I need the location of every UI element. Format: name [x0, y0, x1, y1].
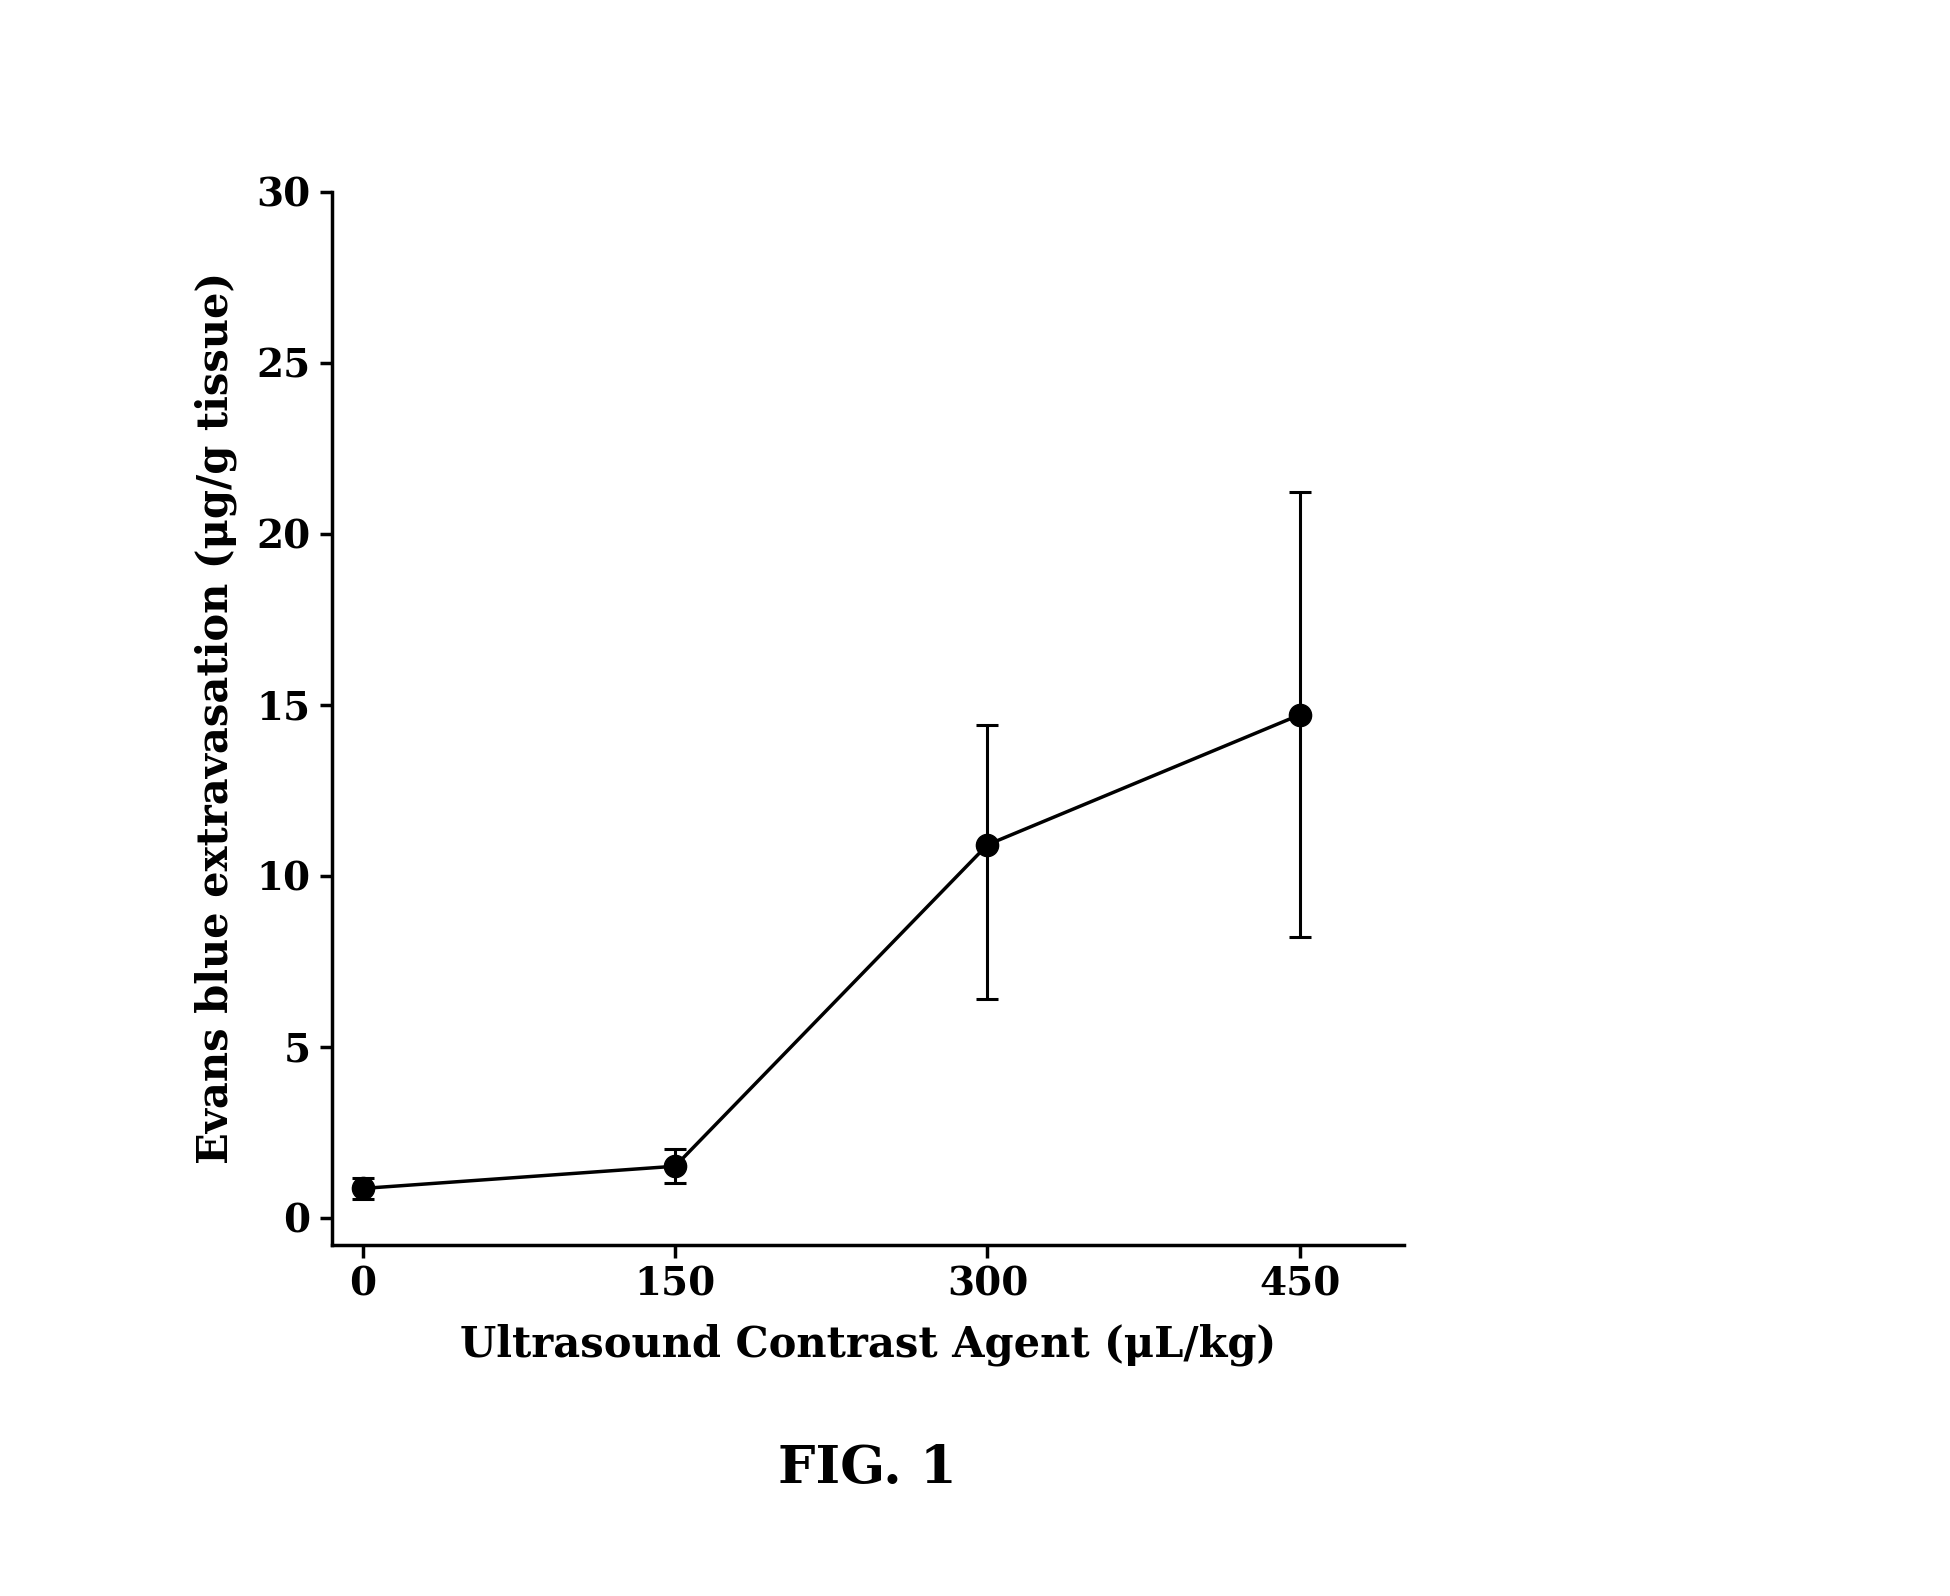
Text: FIG. 1: FIG. 1: [778, 1443, 957, 1494]
X-axis label: Ultrasound Contrast Agent (μL/kg): Ultrasound Contrast Agent (μL/kg): [460, 1323, 1275, 1366]
Y-axis label: Evans blue extravasation (μg/g tissue): Evans blue extravasation (μg/g tissue): [195, 271, 238, 1165]
